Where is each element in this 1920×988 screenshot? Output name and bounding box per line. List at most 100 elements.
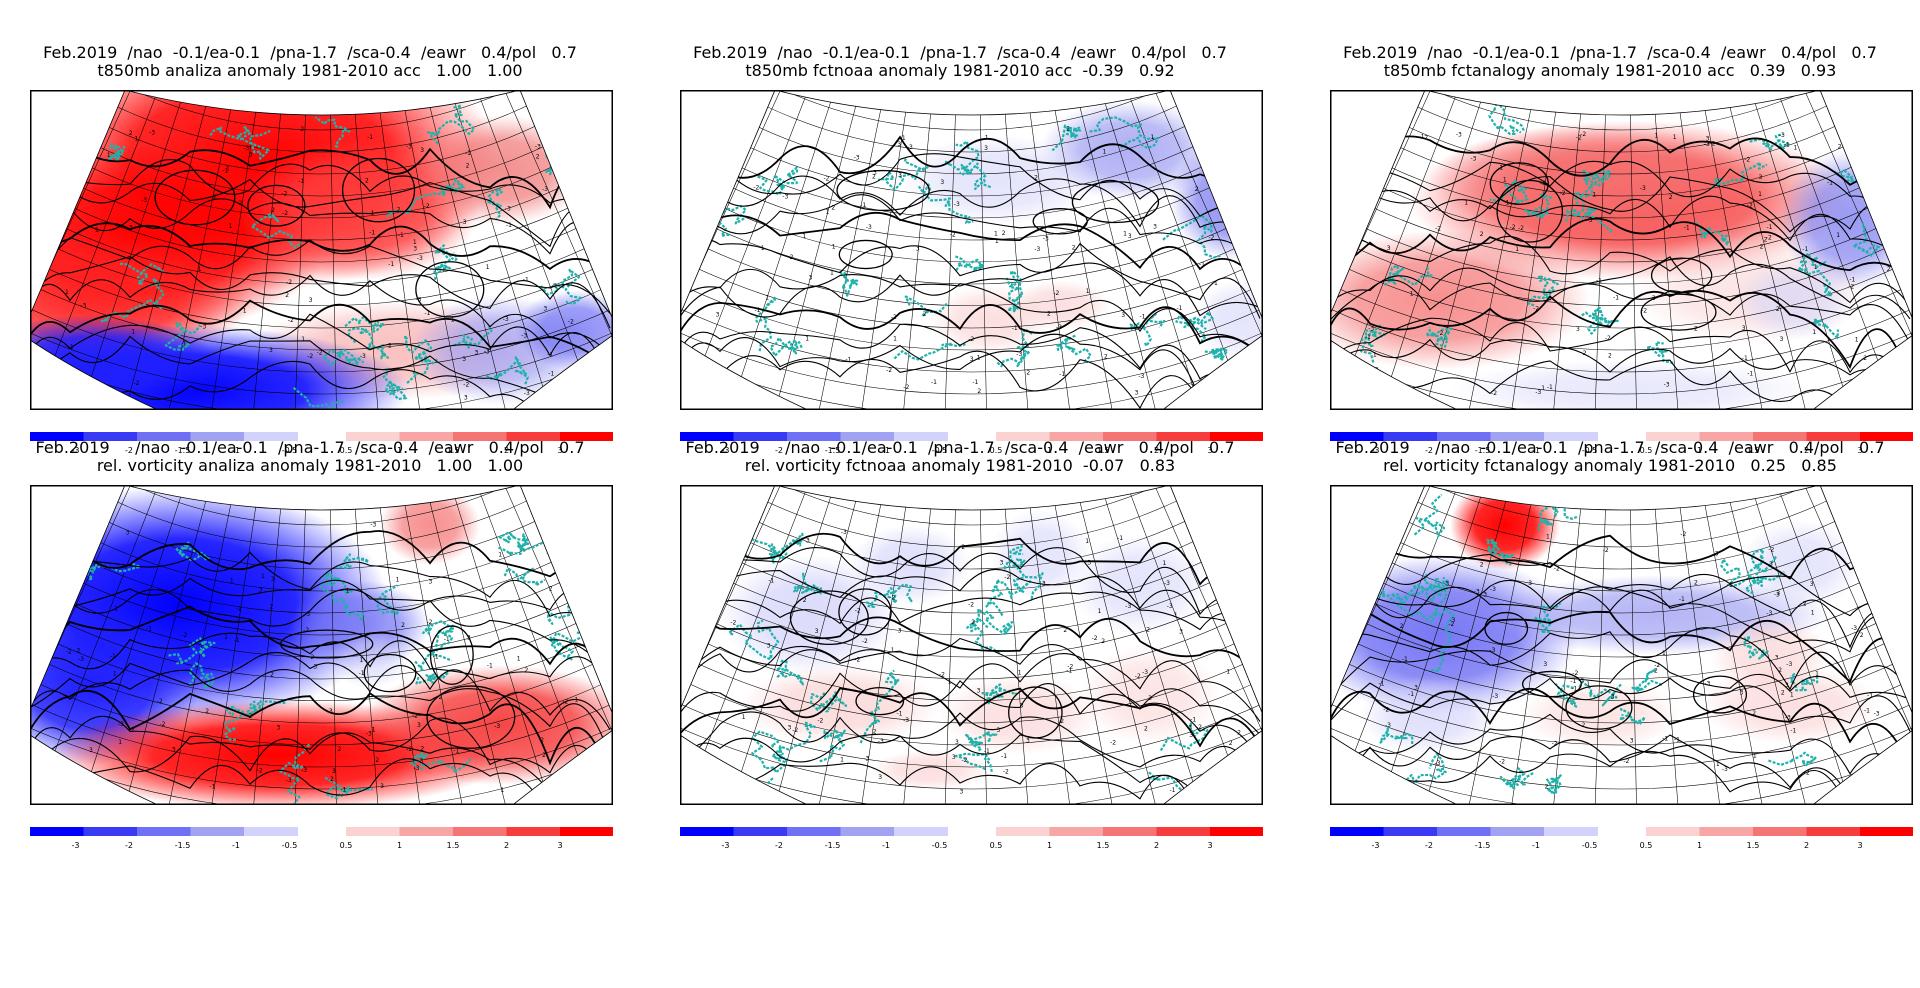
- coastline: [1006, 292, 1024, 313]
- contour-line: [30, 715, 611, 788]
- grid-value: -1: [1066, 668, 1072, 675]
- grid-value: -1: [210, 783, 216, 790]
- grid-value: 2: [77, 648, 81, 655]
- map-panel: Feb.2019 /nao -0.1/ea-0.1 /pna-1.7 /sca-…: [1300, 395, 1920, 850]
- grid-value: -1: [572, 696, 578, 703]
- grid-value: -3: [301, 767, 307, 774]
- grid-value: -1: [369, 210, 375, 217]
- coastline: [1204, 347, 1229, 362]
- contour-line: [30, 651, 611, 730]
- grid-value: 3: [380, 783, 384, 790]
- colorbar-label: -1.5: [1475, 841, 1491, 850]
- grid-value: -1: [523, 277, 529, 284]
- grid-value: 2: [1776, 306, 1780, 313]
- grid-value: 3: [249, 151, 253, 158]
- longitude-line: [680, 485, 693, 690]
- grid-value: -1: [1827, 180, 1833, 187]
- grid-value: -3: [1233, 134, 1239, 141]
- coastline: [426, 104, 476, 145]
- map-plot: 311-3-22-13-3-22-2-2-1-2-1-22-2-233-3-1-…: [680, 485, 1263, 805]
- contour-line: [1330, 553, 1911, 632]
- coastline: [1527, 274, 1559, 307]
- coastline: [1379, 726, 1414, 746]
- grid-value: 3: [898, 628, 902, 635]
- latitude-line: [30, 90, 613, 329]
- coastline: [1175, 311, 1214, 343]
- contour-line: [1330, 627, 1911, 692]
- coastline: [1533, 602, 1562, 634]
- grid-value: -3: [1578, 678, 1584, 685]
- grid-value: 2: [1863, 355, 1867, 362]
- grid-value: -2: [281, 191, 287, 198]
- colorbar-label: -1: [232, 446, 240, 455]
- latitude-line: [680, 485, 1263, 790]
- grid-value: 1: [486, 264, 490, 271]
- latitude-line: [1330, 485, 1913, 548]
- contour-line: [30, 299, 611, 368]
- grid-value: -3: [141, 197, 147, 204]
- colorbar-swatch-negative: [137, 827, 191, 836]
- coastline: [1710, 161, 1768, 189]
- contour-line: [1330, 135, 1911, 204]
- grid-value: 2: [923, 311, 927, 318]
- colorbar-swatch-positive: [399, 432, 454, 441]
- coastline: [1744, 555, 1778, 595]
- grid-value: 2: [271, 207, 275, 214]
- latitude-line: [1330, 90, 1913, 285]
- colorbar-label: 1.5: [447, 446, 460, 455]
- grid-value: -2: [1572, 670, 1578, 677]
- grid-value: -1: [1867, 692, 1873, 699]
- colorbar-label: 1.5: [1747, 446, 1760, 455]
- grid-value: -3: [73, 168, 79, 175]
- grid-value: -3: [1540, 180, 1546, 187]
- grid-value: -2: [1766, 235, 1772, 242]
- longitude-line: [1074, 485, 1170, 805]
- grid-value: -3: [542, 186, 548, 193]
- coastline: [750, 730, 787, 774]
- grid-value: -1: [369, 229, 375, 236]
- colorbar-swatch-negative: [894, 827, 948, 836]
- plot-frame: [30, 485, 613, 805]
- longitude-line: [680, 90, 794, 410]
- grid-value: -2: [1768, 546, 1774, 553]
- colorbar-swatch-negative: [733, 432, 788, 441]
- grid-value: -3: [1164, 580, 1170, 587]
- colorbar-swatch-negative: [1544, 827, 1598, 836]
- grid-value: 3: [1128, 233, 1132, 240]
- map-panel: Feb.2019 /nao -0.1/ea-0.1 /pna-1.7 /sca-…: [1300, 0, 1920, 455]
- grid-value: -1: [1140, 313, 1146, 320]
- grid-value: 1: [517, 656, 521, 663]
- grid-value: 3: [1775, 655, 1779, 662]
- coastline: [1749, 132, 1790, 152]
- grid-value: -3: [1056, 324, 1062, 331]
- longitude-line: [377, 96, 430, 410]
- colorbar-label: -0.5: [282, 841, 298, 850]
- grid-value: 2: [1838, 144, 1842, 151]
- colorbar-label: 1: [1697, 841, 1702, 850]
- coastline: [1162, 213, 1222, 259]
- coastline: [1545, 774, 1562, 796]
- map-boundary: [1330, 90, 1913, 410]
- grid-value: 2: [971, 619, 975, 626]
- latitude-line: [1330, 485, 1913, 636]
- coastline: [1486, 538, 1514, 566]
- contour-line: [1330, 338, 1911, 404]
- grid-value: 1: [198, 266, 202, 273]
- contour-line: [30, 732, 611, 805]
- contour-line: [1330, 750, 1911, 805]
- grid-value: 2: [1047, 311, 1051, 318]
- grid-value: -1: [234, 637, 240, 644]
- map-panel: Feb.2019 /nao -0.1/ea-0.1 /pna-1.7 /sca-…: [0, 395, 620, 850]
- contour-line: [680, 239, 1261, 319]
- colorbar-swatch-positive: [1646, 827, 1700, 836]
- grid-value: 2: [397, 206, 401, 213]
- grid-value: -2: [1533, 306, 1539, 313]
- grid-value: -2: [1871, 768, 1877, 775]
- grid-value: 2: [1887, 266, 1891, 273]
- grid-value: -1: [1190, 716, 1196, 723]
- grid-value: 3: [543, 306, 547, 313]
- grid-value: 1: [1098, 608, 1102, 615]
- contour-line: [680, 711, 1261, 784]
- colorbar-label: -1: [1532, 841, 1540, 850]
- grid-value: 1: [1226, 668, 1230, 675]
